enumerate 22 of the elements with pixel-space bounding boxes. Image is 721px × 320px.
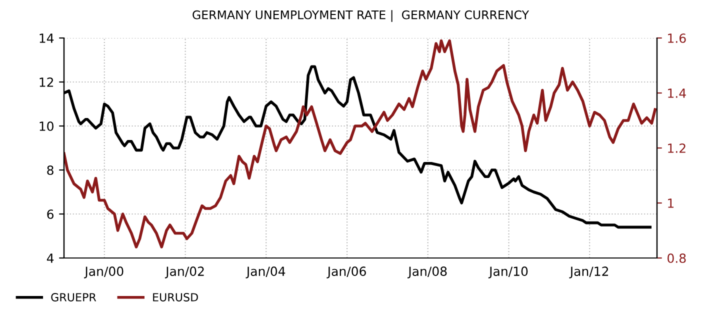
y-tick-label: 4 — [46, 254, 54, 263]
y2-tick-label: 1.6 — [668, 33, 686, 43]
x-tick-label: Jan/04 — [246, 266, 286, 278]
y-tick-label: 8 — [47, 165, 54, 175]
chart-title: GERMANY UNEMPLOYMENT RATE | GERMANY CURRENCY — [192, 10, 530, 22]
legend-label: GRUEPR — [51, 293, 96, 302]
y-tick-label: 14 — [40, 34, 54, 43]
y2-tick-label: 1.2 — [668, 143, 686, 153]
y2-tick-label: 1.4 — [668, 88, 686, 98]
y-tick-label: 12 — [40, 77, 54, 87]
legend-label: EURUSD — [153, 293, 198, 302]
x-tick-label: Jan/02 — [164, 266, 204, 278]
x-tick-label: Jan/10 — [488, 266, 528, 278]
x-tick-label: Jan/08 — [408, 266, 447, 278]
y-tick-label: 6 — [47, 209, 54, 219]
line-series — [64, 39, 657, 248]
x-tick-label: Jan/06 — [326, 266, 366, 278]
y2-tick-label: 1 — [668, 198, 674, 208]
x-tick-label: Jan/00 — [84, 266, 124, 278]
y2-tick-label: 0.8 — [668, 253, 686, 263]
y-tick-label: 10 — [40, 121, 54, 131]
x-tick-label: Jan/12 — [569, 266, 608, 278]
